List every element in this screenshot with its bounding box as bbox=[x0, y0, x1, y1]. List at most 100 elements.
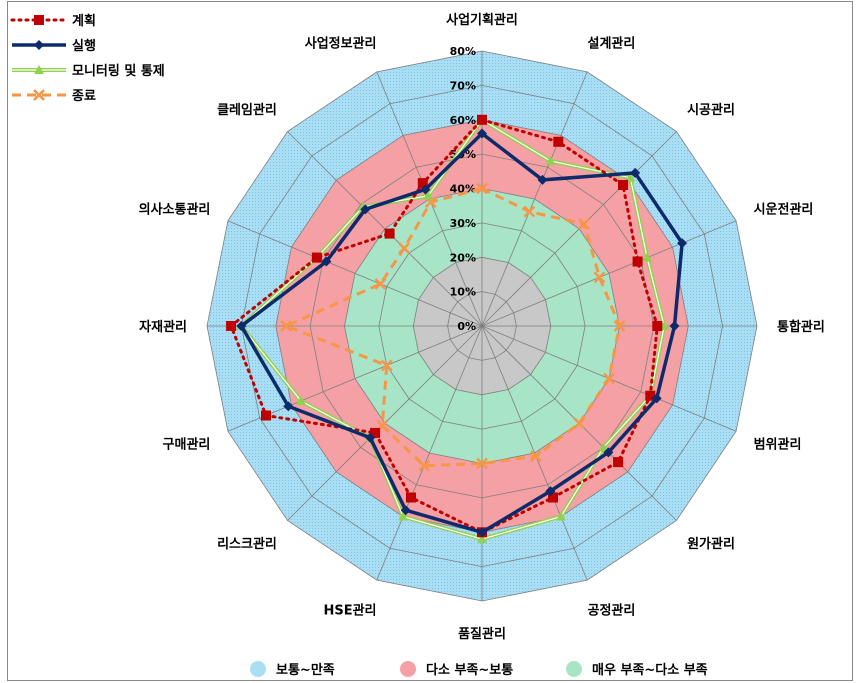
tick-label: 0% bbox=[457, 320, 476, 333]
series-3 bbox=[280, 182, 626, 472]
band-legend-item: 다소 부족~보통 bbox=[400, 661, 513, 678]
data-point bbox=[477, 128, 487, 139]
data-point bbox=[618, 180, 628, 190]
data-point bbox=[630, 167, 641, 178]
grid-spoke bbox=[376, 325, 483, 581]
data-point bbox=[420, 184, 431, 195]
category-label: 원가관리 bbox=[687, 536, 735, 552]
series-1 bbox=[236, 128, 688, 538]
category-label: 리스크관리 bbox=[217, 536, 277, 552]
category-label: 자재관리 bbox=[139, 319, 187, 335]
band-legend-label: 다소 부족~보통 bbox=[426, 662, 513, 678]
category-label: 통합관리 bbox=[777, 319, 825, 335]
legend-label: 모니터링 및 통제 bbox=[72, 63, 165, 79]
tick-label: 10% bbox=[450, 286, 476, 299]
category-label: 시공관리 bbox=[687, 102, 735, 118]
data-point bbox=[545, 486, 556, 497]
data-point bbox=[553, 136, 564, 147]
legend-item: 실행 bbox=[12, 38, 96, 54]
tick-label: 20% bbox=[450, 251, 476, 264]
data-point bbox=[417, 178, 428, 189]
category-label: 설계관리 bbox=[588, 35, 636, 51]
band-legend-swatch bbox=[566, 661, 582, 677]
tick-label: 40% bbox=[450, 183, 476, 196]
category-label: 구매관리 bbox=[163, 437, 211, 453]
data-point bbox=[398, 511, 409, 521]
legend-item: 모니터링 및 통제 bbox=[12, 63, 165, 79]
data-point bbox=[545, 155, 556, 165]
data-point bbox=[530, 450, 542, 463]
legend-marker bbox=[34, 15, 44, 25]
data-point bbox=[555, 511, 566, 521]
grid-spoke bbox=[481, 325, 588, 581]
data-point bbox=[418, 459, 431, 472]
category-label: HSE관리 bbox=[323, 603, 376, 619]
data-point bbox=[365, 432, 376, 443]
legend-item: 계획 bbox=[10, 13, 96, 29]
data-point bbox=[598, 442, 609, 452]
data-point bbox=[613, 320, 626, 332]
data-point bbox=[374, 278, 387, 290]
band-legend-label: 매우 부족~다소 부족 bbox=[592, 662, 708, 678]
data-point bbox=[476, 182, 488, 195]
data-point bbox=[603, 372, 615, 385]
data-point bbox=[423, 190, 434, 200]
data-point bbox=[669, 321, 680, 331]
data-point bbox=[677, 238, 688, 249]
category-label: 사업정보관리 bbox=[305, 35, 377, 51]
data-point bbox=[573, 417, 586, 430]
grid-spoke bbox=[481, 71, 588, 327]
series-line bbox=[229, 118, 659, 534]
legend-label: 계획 bbox=[72, 13, 96, 29]
category-label: 공정관리 bbox=[588, 603, 636, 619]
tick-label: 80% bbox=[450, 45, 476, 58]
data-point bbox=[280, 320, 292, 332]
data-point bbox=[651, 393, 662, 404]
band-legend-swatch bbox=[400, 661, 416, 677]
data-point bbox=[548, 492, 558, 503]
data-point bbox=[370, 427, 381, 438]
category-label: 시운전관리 bbox=[754, 202, 814, 218]
category-label: 클레임관리 bbox=[217, 102, 277, 118]
data-point bbox=[360, 204, 371, 215]
data-point bbox=[311, 252, 322, 263]
data-point bbox=[295, 395, 306, 405]
tick-label: 60% bbox=[450, 114, 476, 127]
data-point bbox=[380, 359, 393, 372]
data-point bbox=[578, 218, 590, 230]
legend-marker bbox=[33, 89, 45, 101]
data-point bbox=[523, 205, 536, 218]
legend-label: 실행 bbox=[72, 38, 96, 54]
legend-item: 종료 bbox=[12, 89, 96, 104]
data-point bbox=[321, 256, 332, 267]
band-legend-item: 보통~만족 bbox=[250, 661, 335, 678]
data-point bbox=[645, 390, 656, 401]
data-point bbox=[642, 252, 653, 262]
tick-label: 30% bbox=[450, 217, 476, 230]
grid-spoke bbox=[227, 220, 483, 327]
data-point bbox=[226, 321, 237, 331]
data-point bbox=[593, 271, 606, 284]
legend-marker bbox=[34, 40, 44, 50]
band-legend-label: 보통~만족 bbox=[276, 662, 335, 678]
data-point bbox=[477, 527, 487, 538]
data-point bbox=[632, 256, 643, 267]
grid-spoke bbox=[481, 220, 737, 327]
data-point bbox=[603, 447, 614, 458]
data-point bbox=[477, 114, 487, 125]
band-legend-swatch bbox=[250, 661, 266, 677]
legend-marker bbox=[34, 65, 44, 74]
band-legend-item: 매우 부족~다소 부족 bbox=[566, 661, 708, 678]
category-label: 범위관리 bbox=[754, 437, 802, 453]
data-point bbox=[477, 534, 487, 544]
data-point bbox=[398, 242, 411, 255]
data-point bbox=[625, 172, 636, 182]
data-point bbox=[261, 410, 271, 421]
data-point bbox=[613, 457, 624, 468]
data-point bbox=[384, 228, 395, 239]
data-point bbox=[537, 174, 548, 185]
legend-label: 종료 bbox=[72, 89, 96, 104]
data-point bbox=[652, 321, 663, 331]
data-point bbox=[476, 457, 488, 470]
